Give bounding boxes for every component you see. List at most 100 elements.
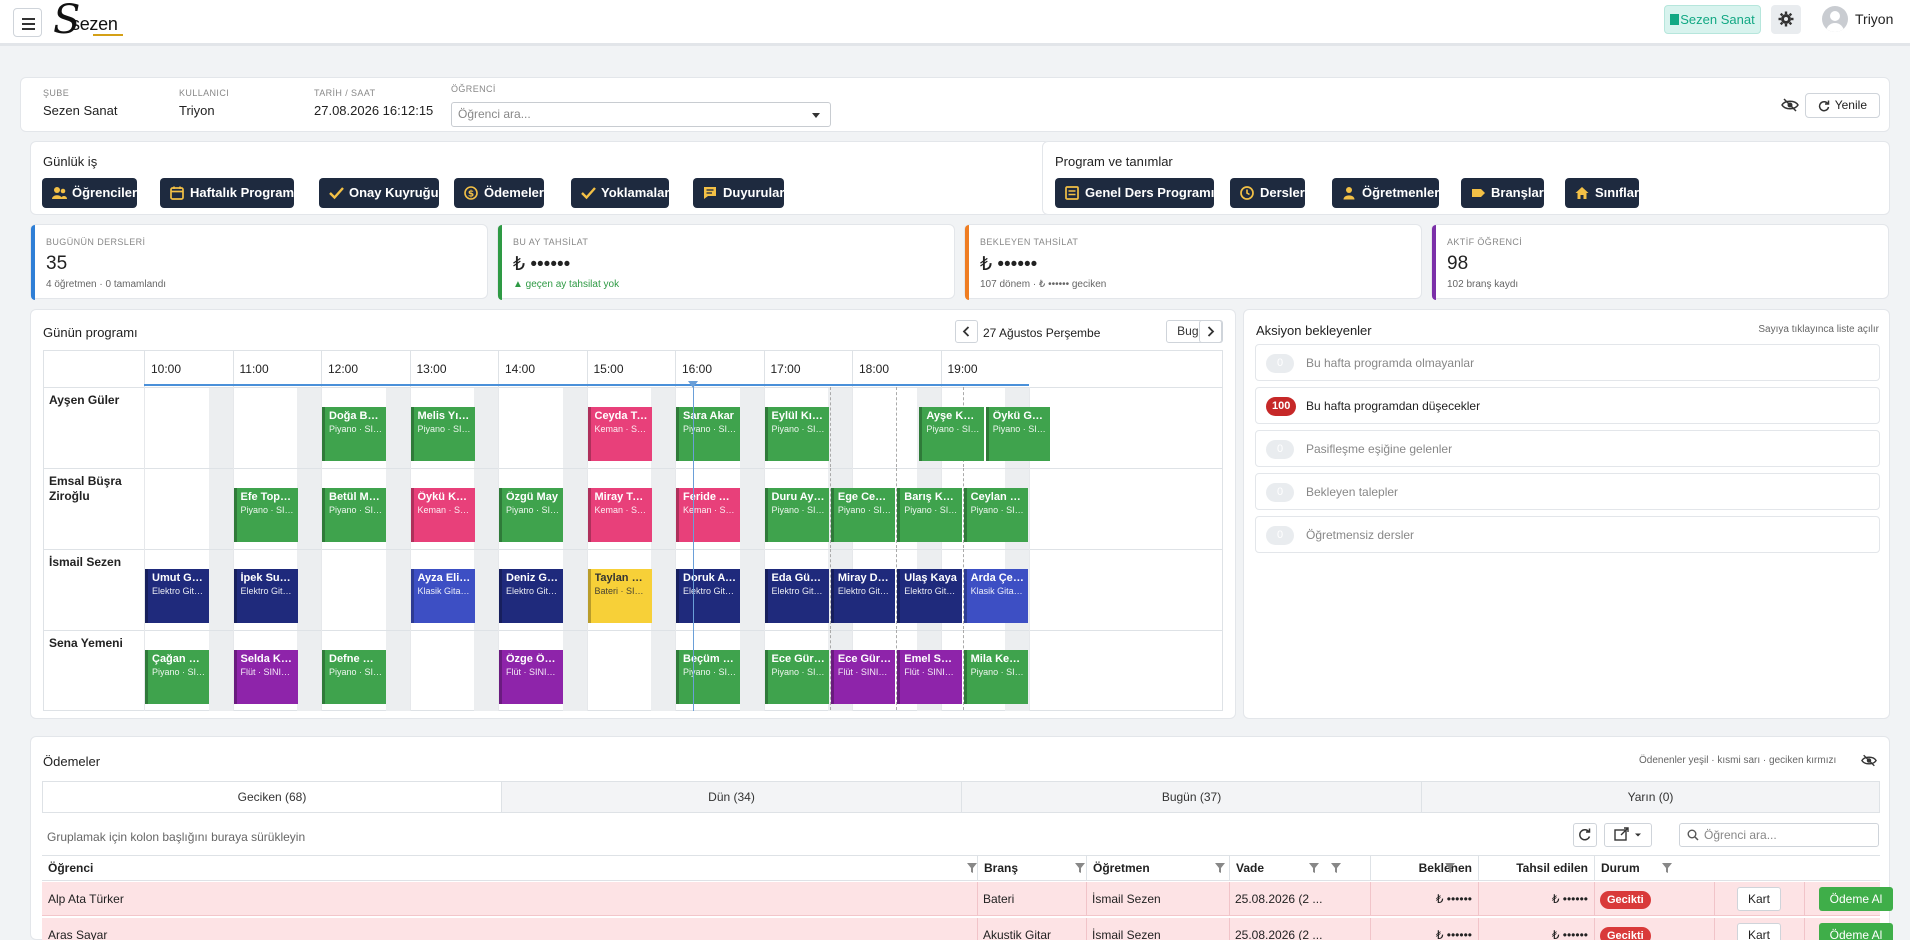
prev-day-button[interactable]: [955, 320, 978, 343]
stat-aktif-ogrenci[interactable]: AKTİF ÖĞRENCİ 98 102 branş kaydı: [1431, 224, 1889, 300]
filter-icon[interactable]: [1445, 863, 1455, 873]
count-badge[interactable]: 100: [1266, 397, 1297, 416]
duyurular-button[interactable]: Duyurular: [693, 178, 785, 208]
lesson-block[interactable]: Miray Tokgöz Keman · SINIF 3: [587, 488, 652, 542]
ogrenciler-button[interactable]: Öğrenciler: [42, 178, 138, 208]
lesson-block[interactable]: Umut Gürbüz Elektro Gitar · ...: [145, 569, 210, 623]
lesson-block[interactable]: Ege Ceylan Piyano · SINIF 3: [830, 488, 896, 542]
lesson-block[interactable]: Feride Aka Keman · SINIF 3: [676, 488, 741, 542]
student-search-select[interactable]: Öğrenci ara...: [451, 102, 831, 127]
dersler-button[interactable]: Dersler: [1230, 178, 1305, 208]
kart-button[interactable]: Kart: [1737, 887, 1781, 911]
aksiyon-item[interactable]: 0 Öğretmensiz dersler: [1255, 516, 1880, 553]
lesson-block[interactable]: Öykü Küçük Keman · SINIF 3: [410, 488, 475, 542]
count-badge[interactable]: 0: [1266, 440, 1294, 459]
lesson-block[interactable]: Efe Topkaya Piyano · SINIF 3: [233, 488, 298, 542]
aksiyon-item[interactable]: 0 Bu hafta programda olmayanlar: [1255, 344, 1880, 381]
stat-bu-ay-tahsilat[interactable]: BU AY TAHSİLAT ₺ •••••• ▲ geçen ay tahsi…: [497, 224, 955, 300]
next-day-button[interactable]: [1199, 320, 1222, 343]
col-beklenen[interactable]: Beklenen: [1370, 856, 1478, 880]
avatar[interactable]: [1822, 6, 1848, 32]
refresh-button[interactable]: Yenile: [1805, 93, 1880, 118]
lesson-block[interactable]: Duru Aygün Piyano · SINIF 3: [764, 488, 829, 542]
stat-bugunun-dersleri[interactable]: BUGÜNÜN DERSLERİ 35 4 öğretmen · 0 tamam…: [30, 224, 488, 300]
settings-button[interactable]: [1771, 5, 1801, 34]
user-name[interactable]: Triyon: [1855, 11, 1894, 27]
menu-icon[interactable]: [13, 8, 42, 37]
lesson-block[interactable]: Arda Çetin Klasik Gitar · Sl...: [963, 569, 1028, 623]
lesson-block[interactable]: Betül Meyra... Piyano · SINIF 3: [322, 488, 387, 542]
lesson-block[interactable]: Doğa Bayra... Piyano · SINIF 1: [322, 407, 387, 461]
lesson-block[interactable]: Ece Gürses Piyano · SINIF 2: [764, 650, 829, 704]
tab-bugun[interactable]: Bugün (37): [961, 782, 1421, 812]
lesson-block[interactable]: Ayşe Koçak Piyano · SINIF 1: [919, 407, 984, 461]
col-tahsil-edilen[interactable]: Tahsil edilen: [1478, 856, 1594, 880]
lesson-block[interactable]: Ceyda Topk... Keman · SINIF 1: [587, 407, 652, 461]
filter-icon[interactable]: [1215, 863, 1225, 873]
aksiyon-item[interactable]: 0 Pasifleşme eşiğine gelenler: [1255, 430, 1880, 467]
col-brans[interactable]: Branş: [977, 856, 1024, 880]
lesson-block[interactable]: Doruk Aygün Elektro Gitar · ...: [676, 569, 741, 623]
tab-yarin[interactable]: Yarın (0): [1421, 782, 1879, 812]
lesson-block[interactable]: Ceylan Naz ... Piyano · SINIF 3: [963, 488, 1028, 542]
eye-slash-icon[interactable]: [1781, 98, 1799, 112]
lesson-block[interactable]: Eda Gürses Elektro Gitar · ...: [764, 569, 829, 623]
siniflar-button[interactable]: Sınıflar: [1565, 178, 1640, 208]
lesson-block[interactable]: Öykü Gültü Piyano · SINIF 1: [985, 407, 1051, 461]
lesson-block[interactable]: Özge Öncül Flüt · SINIF 2: [499, 650, 564, 704]
table-refresh-button[interactable]: [1573, 823, 1597, 847]
lesson-block[interactable]: Beçüm Taşy... Piyano · SINIF 2: [676, 650, 741, 704]
branslar-button[interactable]: Branşlar: [1461, 178, 1544, 208]
count-badge[interactable]: 0: [1266, 483, 1294, 502]
lesson-block[interactable]: Ayza Elitok Klasik Gitar · Sl...: [410, 569, 475, 623]
col-ogretmen[interactable]: Öğretmen: [1086, 856, 1156, 880]
lesson-block[interactable]: Ulaş Kaya Elektro Gitar · ...: [897, 569, 962, 623]
col-vade[interactable]: Vade: [1229, 856, 1270, 880]
kart-button[interactable]: Kart: [1737, 923, 1781, 940]
filter-icon[interactable]: [1309, 863, 1319, 873]
filter-icon[interactable]: [1331, 863, 1341, 873]
aksiyon-item[interactable]: 0 Bekleyen talepler: [1255, 473, 1880, 510]
lesson-block[interactable]: Eylül Kılınç Piyano · SINIF 1: [764, 407, 829, 461]
aksiyon-item[interactable]: 100 Bu hafta programdan düşecekler: [1255, 387, 1880, 424]
filter-icon[interactable]: [967, 863, 977, 873]
lesson-block[interactable]: Taylan Gözeci Bateri · SINIF 4: [587, 569, 652, 623]
filter-icon[interactable]: [1662, 863, 1672, 873]
col-durum[interactable]: Durum: [1594, 856, 1646, 880]
lesson-block[interactable]: Melis Yılmaz Piyano · SINIF 1: [410, 407, 475, 461]
lesson-block[interactable]: Barış Koçak Piyano · SINIF 3: [897, 488, 962, 542]
ogretmenler-button[interactable]: Öğretmenler: [1332, 178, 1440, 208]
genel-ders-programi-button[interactable]: Genel Ders Programı: [1055, 178, 1215, 208]
lesson-block[interactable]: Mila Kekiksoy Piyano · SINIF 2: [963, 650, 1028, 704]
lesson-block[interactable]: Selda Kabul Flüt · SINIF 2: [233, 650, 298, 704]
odeme-al-button[interactable]: Ödeme Al: [1819, 887, 1893, 911]
count-badge[interactable]: 0: [1266, 526, 1294, 545]
haftalik-program-button[interactable]: Haftalık Program: [160, 178, 295, 208]
lesson-block[interactable]: Deniz Gözeci Elektro Gitar · ...: [499, 569, 564, 623]
table-row[interactable]: Aras Sayar Akustik Gitar İsmail Sezen 25.08…: [42, 918, 1893, 940]
count-badge[interactable]: 0: [1266, 354, 1294, 373]
odeme-al-button[interactable]: Ödeme Al: [1819, 923, 1893, 940]
lesson-block[interactable]: İpek Sunay Elektro Gitar · ...: [233, 569, 298, 623]
table-search-input[interactable]: Öğrenci ara...: [1679, 823, 1879, 847]
yoklamalar-button[interactable]: Yoklamalar: [571, 178, 670, 208]
lesson-block[interactable]: Ece Gürses Flüt · SINIF 2: [830, 650, 896, 704]
lesson-block[interactable]: Sara Akar Piyano · SINIF 1: [676, 407, 741, 461]
lesson-block[interactable]: Miray Demir... Elektro Gitar · ...: [830, 569, 896, 623]
onay-kuyrugu-button[interactable]: Onay Kuyruğu: [319, 178, 439, 208]
col-ogrenci[interactable]: Öğrenci: [48, 861, 94, 875]
group-panel-hint[interactable]: Gruplamak için kolon başlığını buraya sü…: [47, 830, 306, 844]
eye-slash-icon[interactable]: [1861, 754, 1877, 767]
odemeler-button[interactable]: $ Ödemeler: [454, 178, 544, 208]
stat-bekleyen-tahsilat[interactable]: BEKLEYEN TAHSİLAT ₺ •••••• 107 dönem · ₺…: [964, 224, 1422, 300]
export-button[interactable]: [1604, 823, 1652, 847]
lesson-block[interactable]: Emel Sezen Flüt · SINIF 2: [897, 650, 962, 704]
table-row[interactable]: Alp Ata Türker Bateri İsmail Sezen 25.08.20…: [42, 882, 1893, 916]
lesson-block[interactable]: Özgü May Piyano · SINIF 3: [499, 488, 564, 542]
tab-geciken[interactable]: Geciken (68): [43, 782, 501, 812]
branch-button[interactable]: Sezen Sanat: [1664, 5, 1761, 34]
tab-dun[interactable]: Dün (34): [501, 782, 961, 812]
filter-icon[interactable]: [1075, 863, 1085, 873]
lesson-block[interactable]: Çağan Uraz ... Piyano · SINIF 2: [145, 650, 210, 704]
lesson-block[interactable]: Defne Mery... Piyano · SINIF 2: [322, 650, 387, 704]
